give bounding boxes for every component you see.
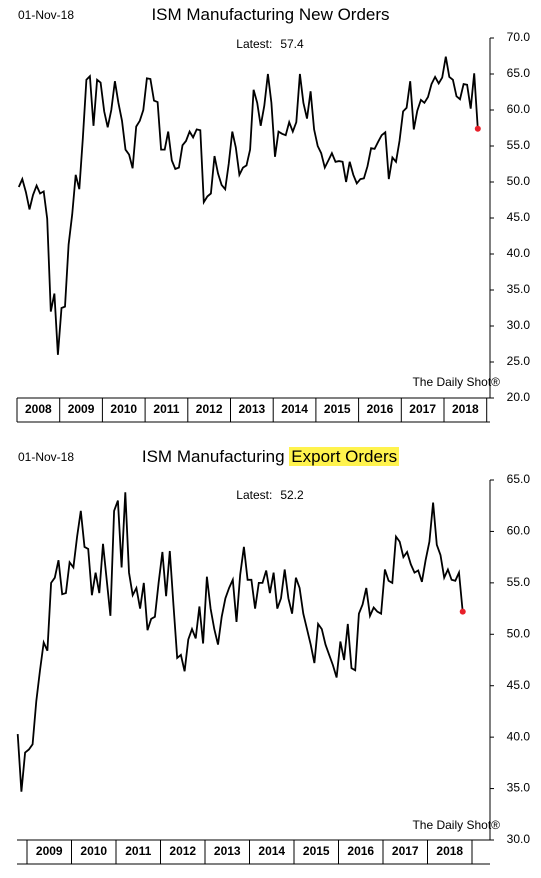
x-tick-label: 2015 <box>324 402 351 416</box>
y-tick-label: 70.0 <box>507 30 531 44</box>
x-tick-label: 2018 <box>452 402 479 416</box>
y-tick-label: 40.0 <box>507 729 531 743</box>
x-tick-label: 2010 <box>80 844 107 858</box>
x-tick-label: 2013 <box>238 402 265 416</box>
latest-point <box>474 125 481 132</box>
source: The Daily Shot® <box>412 375 500 389</box>
y-tick-label: 55.0 <box>507 138 531 152</box>
x-tick-label: 2014 <box>281 402 308 416</box>
y-tick-label: 50.0 <box>507 626 531 640</box>
x-tick-label: 2018 <box>436 844 463 858</box>
x-tick-label: 2013 <box>214 844 241 858</box>
y-tick-label: 40.0 <box>507 246 531 260</box>
y-tick-label: 30.0 <box>507 318 531 332</box>
y-tick-label: 35.0 <box>507 282 531 296</box>
y-tick-label: 65.0 <box>507 66 531 80</box>
x-tick-label: 2011 <box>125 844 151 858</box>
y-tick-label: 55.0 <box>507 575 531 589</box>
latest: Latest: 57.4 <box>236 37 304 51</box>
title-text: ISM Manufacturing <box>141 447 285 466</box>
x-tick-label: 2010 <box>110 402 137 416</box>
latest-point <box>459 608 466 615</box>
x-tick-label: 2009 <box>36 844 63 858</box>
data-line <box>16 492 464 792</box>
x-tick-label: 2017 <box>392 844 419 858</box>
date: 01-Nov-18 <box>18 450 74 464</box>
latest-value: 52.2 <box>280 488 304 502</box>
x-tick-label: 2009 <box>68 402 95 416</box>
y-tick-label: 65.0 <box>507 472 531 486</box>
chart-title: ISM Manufacturing New Orders <box>0 5 541 25</box>
y-tick-label: 60.0 <box>507 524 531 538</box>
x-tick-label: 2011 <box>153 402 179 416</box>
y-tick-label: 35.0 <box>507 781 531 795</box>
x-tick-label: 2017 <box>409 402 436 416</box>
y-tick-label: 30.0 <box>507 832 531 846</box>
latest: Latest: 52.2 <box>236 488 304 502</box>
y-tick-label: 50.0 <box>507 174 531 188</box>
x-tick-label: 2012 <box>169 844 196 858</box>
y-tick-label: 45.0 <box>507 210 531 224</box>
chart-title: ISM Manufacturing Export Orders <box>0 447 541 467</box>
y-tick-label: 45.0 <box>507 678 531 692</box>
x-tick-label: 2016 <box>367 402 394 416</box>
latest-label: Latest: <box>236 488 272 502</box>
x-tick-label: 2015 <box>303 844 330 858</box>
latest-label: Latest: <box>236 37 272 51</box>
x-tick-label: 2016 <box>347 844 374 858</box>
y-tick-label: 20.0 <box>507 390 531 404</box>
data-line <box>17 56 479 355</box>
source: The Daily Shot® <box>412 818 500 832</box>
title-highlight: Export Orders <box>289 447 400 466</box>
y-tick-label: 25.0 <box>507 354 531 368</box>
x-tick-label: 2008 <box>25 402 52 416</box>
x-tick-label: 2014 <box>258 844 285 858</box>
date: 01-Nov-18 <box>18 8 74 22</box>
x-tick-label: 2012 <box>196 402 223 416</box>
latest-value: 57.4 <box>280 37 304 51</box>
title-text: ISM Manufacturing New Orders <box>151 5 390 24</box>
y-tick-label: 60.0 <box>507 102 531 116</box>
